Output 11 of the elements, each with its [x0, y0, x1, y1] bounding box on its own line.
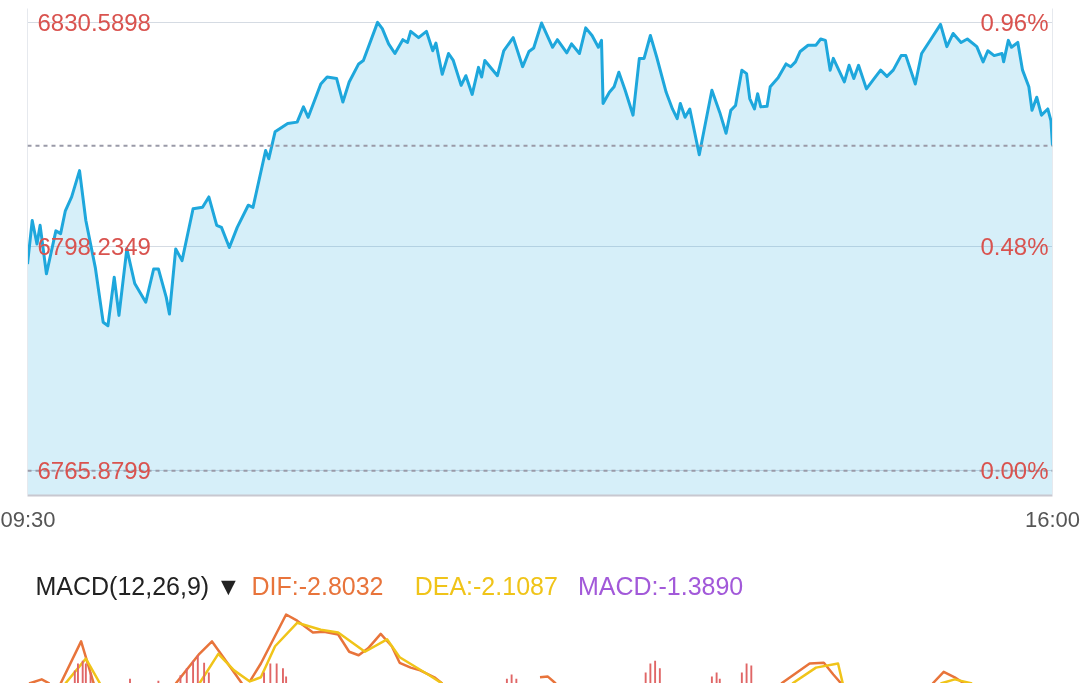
y2-tick-label: 0.48%: [980, 233, 1049, 261]
y-tick-label: 6830.5898: [37, 8, 151, 36]
chart-title: MACD(12,26,9) ▼: [35, 571, 241, 600]
x-tick-label: 16:00: [1024, 506, 1080, 532]
series-label: DEA:-2.1087: [414, 571, 558, 600]
series-label: DIF:-2.8032: [251, 571, 384, 600]
text: MACD:-1.3890: [577, 571, 744, 600]
y2-tick-label: 0.96%: [980, 8, 1049, 36]
y-tick-label: 6765.8799: [37, 457, 151, 485]
y2-tick-label: 0.00%: [980, 457, 1049, 485]
x-tick-label: 09:30: [0, 506, 56, 532]
